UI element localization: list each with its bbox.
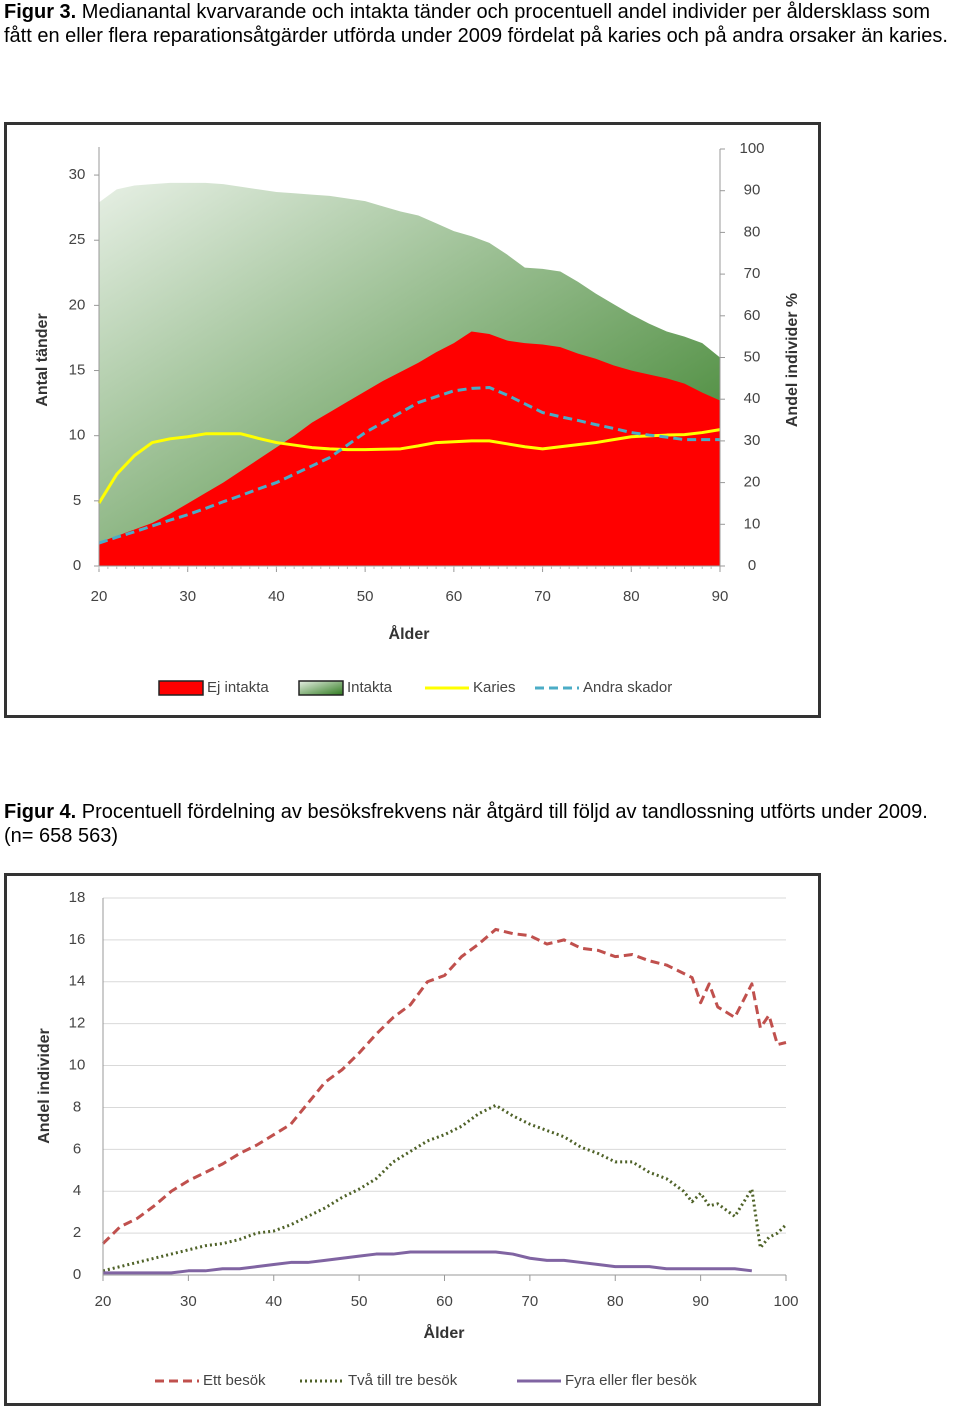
line xyxy=(103,1250,753,1275)
x-tick-label: 30 xyxy=(179,588,196,605)
y-tick-label: 20 xyxy=(69,296,86,313)
y-axis-title: Antal tänder xyxy=(34,313,51,406)
caption: Figur 3. Medianantal kvarvarande och int… xyxy=(4,0,954,48)
x-axis-title: Ålder xyxy=(389,624,430,643)
y2-tick-label: 50 xyxy=(744,348,761,365)
y2-tick-label: 100 xyxy=(739,140,764,157)
x-tick-label: 80 xyxy=(623,588,640,605)
caption-text: Procentuell fördelning av besöksfrekvens… xyxy=(4,801,928,847)
x-axis-title: Ålder xyxy=(424,1323,465,1342)
x-tick-label: 50 xyxy=(351,1293,368,1310)
y-tick-label: 5 xyxy=(73,492,81,509)
y2-tick-label: 90 xyxy=(744,182,761,199)
line xyxy=(98,386,720,545)
y-tick-label: 6 xyxy=(73,1140,81,1157)
y-tick-label: 16 xyxy=(69,931,86,948)
figure-label: Figur 4. xyxy=(4,801,77,823)
legend-label: Ej intakta xyxy=(207,679,269,696)
y-tick-label: 15 xyxy=(69,362,86,379)
x-tick-label: 60 xyxy=(436,1293,453,1310)
x-tick-label: 40 xyxy=(268,588,285,605)
y2-tick-label: 30 xyxy=(744,432,761,449)
x-tick-label: 20 xyxy=(91,588,108,605)
legend-label: Två till tre besök xyxy=(348,1372,458,1389)
line xyxy=(101,927,787,1245)
x-tick-label: 60 xyxy=(446,588,463,605)
caption-text: Medianantal kvarvarande och intakta tänd… xyxy=(4,1,948,47)
y-tick-label: 12 xyxy=(69,1015,86,1032)
legend-swatch xyxy=(298,680,344,696)
y-tick-label: 10 xyxy=(69,427,86,444)
y2-tick-label: 80 xyxy=(744,223,761,240)
y2-tick-label: 60 xyxy=(744,307,761,324)
chart: 0 5 10 15 20 25 30 0 10 20 30 40 50 60 70 80 90 100 20 30 40… xyxy=(4,122,821,718)
legend-label: Karies xyxy=(473,679,516,696)
y2-tick-label: 20 xyxy=(744,474,761,491)
y-tick-label: 25 xyxy=(69,231,86,248)
y-tick-label: 30 xyxy=(69,166,86,183)
y-tick-label: 0 xyxy=(73,1266,81,1283)
x-tick-label: 100 xyxy=(773,1293,798,1310)
x-tick-label: 90 xyxy=(692,1293,709,1310)
caption: Figur 4. Procentuell fördelning av besök… xyxy=(4,800,954,848)
chart: 0 2 4 6 8 10 12 14 16 18 20 30 40 50 60 70 80 90 100 Ålder A… xyxy=(4,873,821,1406)
legend-label: Andra skador xyxy=(583,679,672,696)
y2-tick-label: 40 xyxy=(744,390,761,407)
x-tick-label: 70 xyxy=(534,588,551,605)
y-tick-label: 8 xyxy=(73,1098,81,1115)
legend-label: Fyra eller fler besök xyxy=(565,1372,697,1389)
y2-tick-label: 10 xyxy=(744,515,761,532)
legend-label: Intakta xyxy=(347,679,393,696)
y-tick-label: 0 xyxy=(73,557,81,574)
y-tick-label: 14 xyxy=(69,973,86,990)
y2-tick-label: 0 xyxy=(748,557,756,574)
y-axis-title: Andel individer xyxy=(36,1028,53,1144)
x-tick-label: 70 xyxy=(522,1293,539,1310)
y-tick-label: 2 xyxy=(73,1224,81,1241)
y-tick-label: 18 xyxy=(69,889,86,906)
y-tick-label: 10 xyxy=(69,1057,86,1074)
x-tick-label: 30 xyxy=(180,1293,197,1310)
line xyxy=(97,428,721,504)
legend-swatch xyxy=(158,680,204,696)
figure-label: Figur 3. xyxy=(4,1,77,23)
y-tick-label: 4 xyxy=(73,1182,81,1199)
legend-label: Ett besök xyxy=(203,1372,266,1389)
y2-axis-title: Andel individer % xyxy=(784,293,801,427)
x-tick-label: 50 xyxy=(357,588,374,605)
x-tick-label: 40 xyxy=(265,1293,282,1310)
x-tick-label: 20 xyxy=(95,1293,112,1310)
x-tick-label: 90 xyxy=(712,588,729,605)
x-tick-label: 80 xyxy=(607,1293,624,1310)
line xyxy=(102,1103,788,1273)
y2-tick-label: 70 xyxy=(744,265,761,282)
